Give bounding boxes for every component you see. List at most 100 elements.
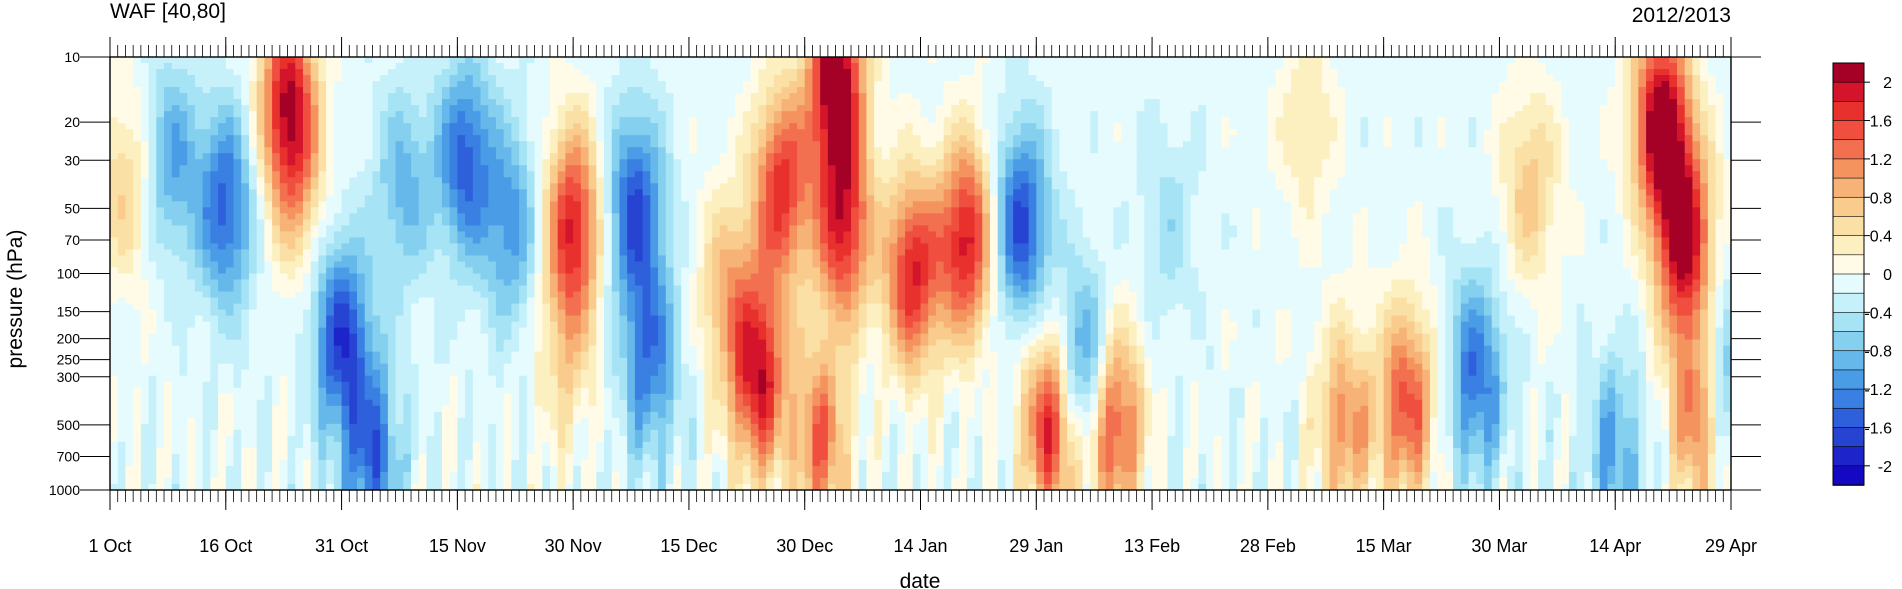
field-cell — [1468, 135, 1477, 142]
field-cell — [1206, 141, 1215, 148]
field-cell — [1568, 63, 1578, 70]
field-cell — [704, 129, 713, 136]
field-cell — [1067, 141, 1076, 148]
field-cell — [519, 147, 528, 154]
field-cell — [1136, 177, 1145, 184]
field-cell — [758, 177, 767, 184]
field-cell — [194, 87, 204, 94]
field-cell — [596, 111, 605, 118]
field-cell — [773, 111, 783, 118]
field-cell — [1530, 75, 1539, 82]
field-cell — [519, 63, 528, 70]
field-cell — [457, 75, 466, 82]
field-cell — [1692, 75, 1701, 82]
field-cell — [411, 105, 420, 112]
field-cell — [1437, 93, 1446, 100]
field-cell — [1136, 69, 1145, 76]
field-cell — [156, 147, 165, 154]
field-cell — [789, 105, 798, 112]
field-cell — [943, 57, 952, 64]
field-cell — [573, 129, 582, 136]
field-cell — [503, 135, 512, 142]
field-cell — [1036, 75, 1045, 82]
field-cell — [1345, 165, 1354, 172]
field-cell — [403, 189, 412, 196]
field-cell — [519, 159, 528, 166]
field-cell — [1013, 57, 1022, 64]
field-cell — [596, 117, 605, 124]
field-cell — [1013, 81, 1022, 88]
field-cell — [588, 159, 597, 166]
field-cell — [1267, 171, 1277, 178]
field-cell — [1337, 75, 1346, 82]
field-cell — [1437, 123, 1446, 130]
field-cell — [465, 177, 474, 184]
field-cell — [1345, 147, 1354, 154]
field-cell — [1236, 105, 1246, 112]
field-cell — [1368, 93, 1377, 100]
field-cell — [1592, 147, 1601, 154]
field-cell — [665, 105, 675, 112]
field-cell — [279, 177, 289, 184]
field-cell — [380, 111, 389, 118]
field-cell — [1329, 177, 1338, 184]
field-cell — [549, 147, 559, 154]
field-cell — [1622, 111, 1632, 118]
field-cell — [1375, 75, 1385, 82]
field-cell — [642, 69, 651, 76]
field-cell — [789, 117, 798, 124]
field-cell — [133, 147, 142, 154]
field-cell — [488, 99, 497, 106]
field-cell — [1669, 87, 1678, 94]
field-cell — [1082, 105, 1091, 112]
field-cell — [364, 99, 374, 106]
field-cell — [256, 147, 265, 154]
field-cell — [349, 69, 358, 76]
field-cell — [1399, 75, 1408, 82]
field-cell — [1051, 135, 1061, 142]
field-cell — [426, 123, 435, 130]
field-cell — [1260, 141, 1269, 148]
field-cell — [1576, 147, 1585, 154]
field-cell — [125, 99, 134, 106]
field-cell — [264, 93, 273, 100]
field-cell — [465, 141, 474, 148]
field-cell — [357, 75, 366, 82]
field-cell — [604, 153, 613, 160]
field-cell — [881, 117, 891, 124]
field-cell — [1059, 69, 1068, 76]
field-cell — [164, 81, 173, 88]
field-cell — [1082, 189, 1091, 196]
field-cell — [1715, 189, 1724, 196]
field-cell — [1128, 75, 1138, 82]
field-cell — [750, 177, 759, 184]
field-cell — [372, 57, 381, 64]
field-cell — [194, 141, 204, 148]
field-cell — [1283, 69, 1292, 76]
field-cell — [187, 159, 196, 166]
field-cell — [511, 111, 520, 118]
field-cell — [1576, 189, 1585, 196]
field-cell — [634, 123, 644, 130]
field-cell — [210, 159, 219, 166]
field-cell — [1483, 117, 1493, 124]
field-cell — [125, 69, 134, 76]
field-cell — [194, 69, 204, 76]
field-cell — [264, 99, 273, 106]
field-cell — [1576, 177, 1585, 184]
field-cell — [1182, 63, 1192, 70]
field-cell — [565, 129, 574, 136]
field-cell — [187, 189, 196, 196]
field-cell — [704, 165, 713, 172]
field-cell — [1074, 147, 1084, 154]
field-cell — [797, 105, 806, 112]
field-cell — [488, 117, 497, 124]
field-cell — [1723, 171, 1732, 178]
field-cell — [1321, 93, 1331, 100]
field-cell — [1468, 69, 1477, 76]
field-cell — [959, 87, 968, 94]
field-cell — [349, 63, 358, 70]
field-cell — [565, 81, 574, 88]
field-cell — [1105, 189, 1115, 196]
field-cell — [488, 87, 497, 94]
